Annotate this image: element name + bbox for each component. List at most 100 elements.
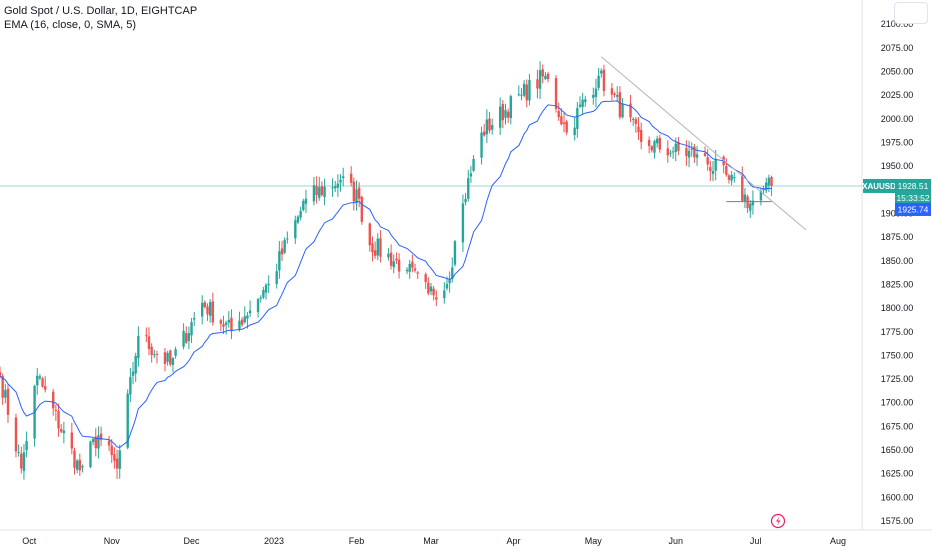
candle-body — [6, 388, 10, 415]
candle-body — [201, 302, 204, 317]
candle — [498, 97, 502, 135]
price-tick-label: 1650.00 — [881, 445, 914, 455]
candle-body — [44, 386, 47, 390]
candle — [166, 350, 169, 366]
candle — [578, 96, 582, 108]
chart-settings-box[interactable] — [894, 2, 928, 24]
candle-body — [634, 119, 638, 124]
candle — [560, 108, 563, 126]
candle-body — [169, 350, 172, 365]
candle — [480, 126, 483, 165]
candle — [248, 300, 252, 317]
candle-body — [573, 127, 576, 136]
candle-body — [602, 69, 606, 91]
candle — [581, 92, 584, 115]
candle-body — [389, 252, 393, 266]
candle — [256, 297, 260, 318]
candle-body — [594, 88, 598, 97]
candle — [6, 384, 10, 423]
candle — [17, 444, 20, 457]
candle — [488, 112, 491, 134]
candle — [416, 270, 419, 279]
candle-body — [91, 438, 95, 443]
candle — [629, 94, 632, 123]
candle — [671, 146, 675, 159]
candle — [206, 303, 209, 321]
indicator-legend: EMA (16, close, 0, SMA, 5) — [4, 19, 137, 31]
candle-body — [62, 430, 66, 434]
candle-body — [581, 99, 584, 107]
candle — [621, 98, 624, 119]
time-tick-label: Oct — [22, 536, 37, 546]
candle — [78, 453, 82, 476]
candle-body — [397, 259, 401, 272]
candle — [240, 317, 244, 327]
candle — [320, 181, 324, 197]
candle — [73, 447, 76, 475]
candle-body — [94, 436, 97, 449]
candle-body — [765, 182, 768, 191]
candle-body — [227, 319, 230, 323]
candle-body — [613, 93, 616, 96]
candle-body — [17, 452, 20, 454]
candle — [44, 376, 47, 393]
candle — [592, 87, 595, 105]
candle — [658, 134, 661, 153]
candle — [602, 64, 606, 97]
price-tick-label: 1975.00 — [881, 137, 914, 147]
candle-body — [554, 78, 558, 109]
candle-body — [610, 88, 614, 95]
candle-body — [211, 301, 215, 323]
candle — [387, 248, 390, 261]
candle-body — [320, 186, 324, 196]
candle — [336, 174, 340, 197]
candle — [687, 140, 691, 168]
candle-body — [727, 175, 731, 180]
candle — [134, 352, 137, 382]
candle — [57, 403, 60, 437]
candle — [472, 155, 475, 172]
candle-body — [618, 92, 622, 118]
candle-body — [395, 258, 398, 261]
candle — [371, 236, 374, 262]
candle — [557, 102, 560, 121]
price-tick-label: 1675.00 — [881, 421, 914, 431]
candle — [424, 272, 427, 289]
candle-body — [118, 450, 121, 469]
candle — [727, 173, 731, 184]
candle — [655, 135, 659, 148]
price-tick-label: 1725.00 — [881, 374, 914, 384]
candle-body — [259, 297, 262, 299]
candle-body — [525, 84, 528, 101]
candle — [150, 343, 153, 363]
candle-body — [99, 433, 103, 440]
candle — [709, 160, 712, 181]
candle-body — [296, 216, 300, 223]
price-tick-label: 1575.00 — [881, 516, 914, 526]
candle-body — [280, 248, 284, 255]
candle-body — [147, 336, 151, 349]
candle-body — [219, 320, 223, 324]
candle-body — [685, 148, 688, 157]
candle — [427, 277, 430, 296]
candle-body — [376, 238, 379, 256]
candle-body — [224, 322, 228, 326]
candle — [509, 94, 513, 125]
candle — [749, 199, 752, 218]
candle — [536, 69, 539, 99]
candle — [126, 389, 129, 450]
candle-body — [427, 282, 430, 294]
candle-body — [206, 306, 209, 315]
candle — [94, 428, 97, 457]
lightning-icon[interactable] — [770, 513, 786, 529]
candle-body — [230, 317, 233, 332]
time-axis-labels: Oct Nov Dec 2023 Feb Mar Apr May Jun Jul Aug — [22, 536, 846, 546]
candle-body — [467, 178, 470, 199]
candle-body — [706, 157, 709, 165]
price-tick-label: 1775.00 — [881, 327, 914, 337]
candle-body — [222, 324, 225, 327]
candle — [373, 241, 377, 259]
candle-body — [565, 121, 568, 133]
